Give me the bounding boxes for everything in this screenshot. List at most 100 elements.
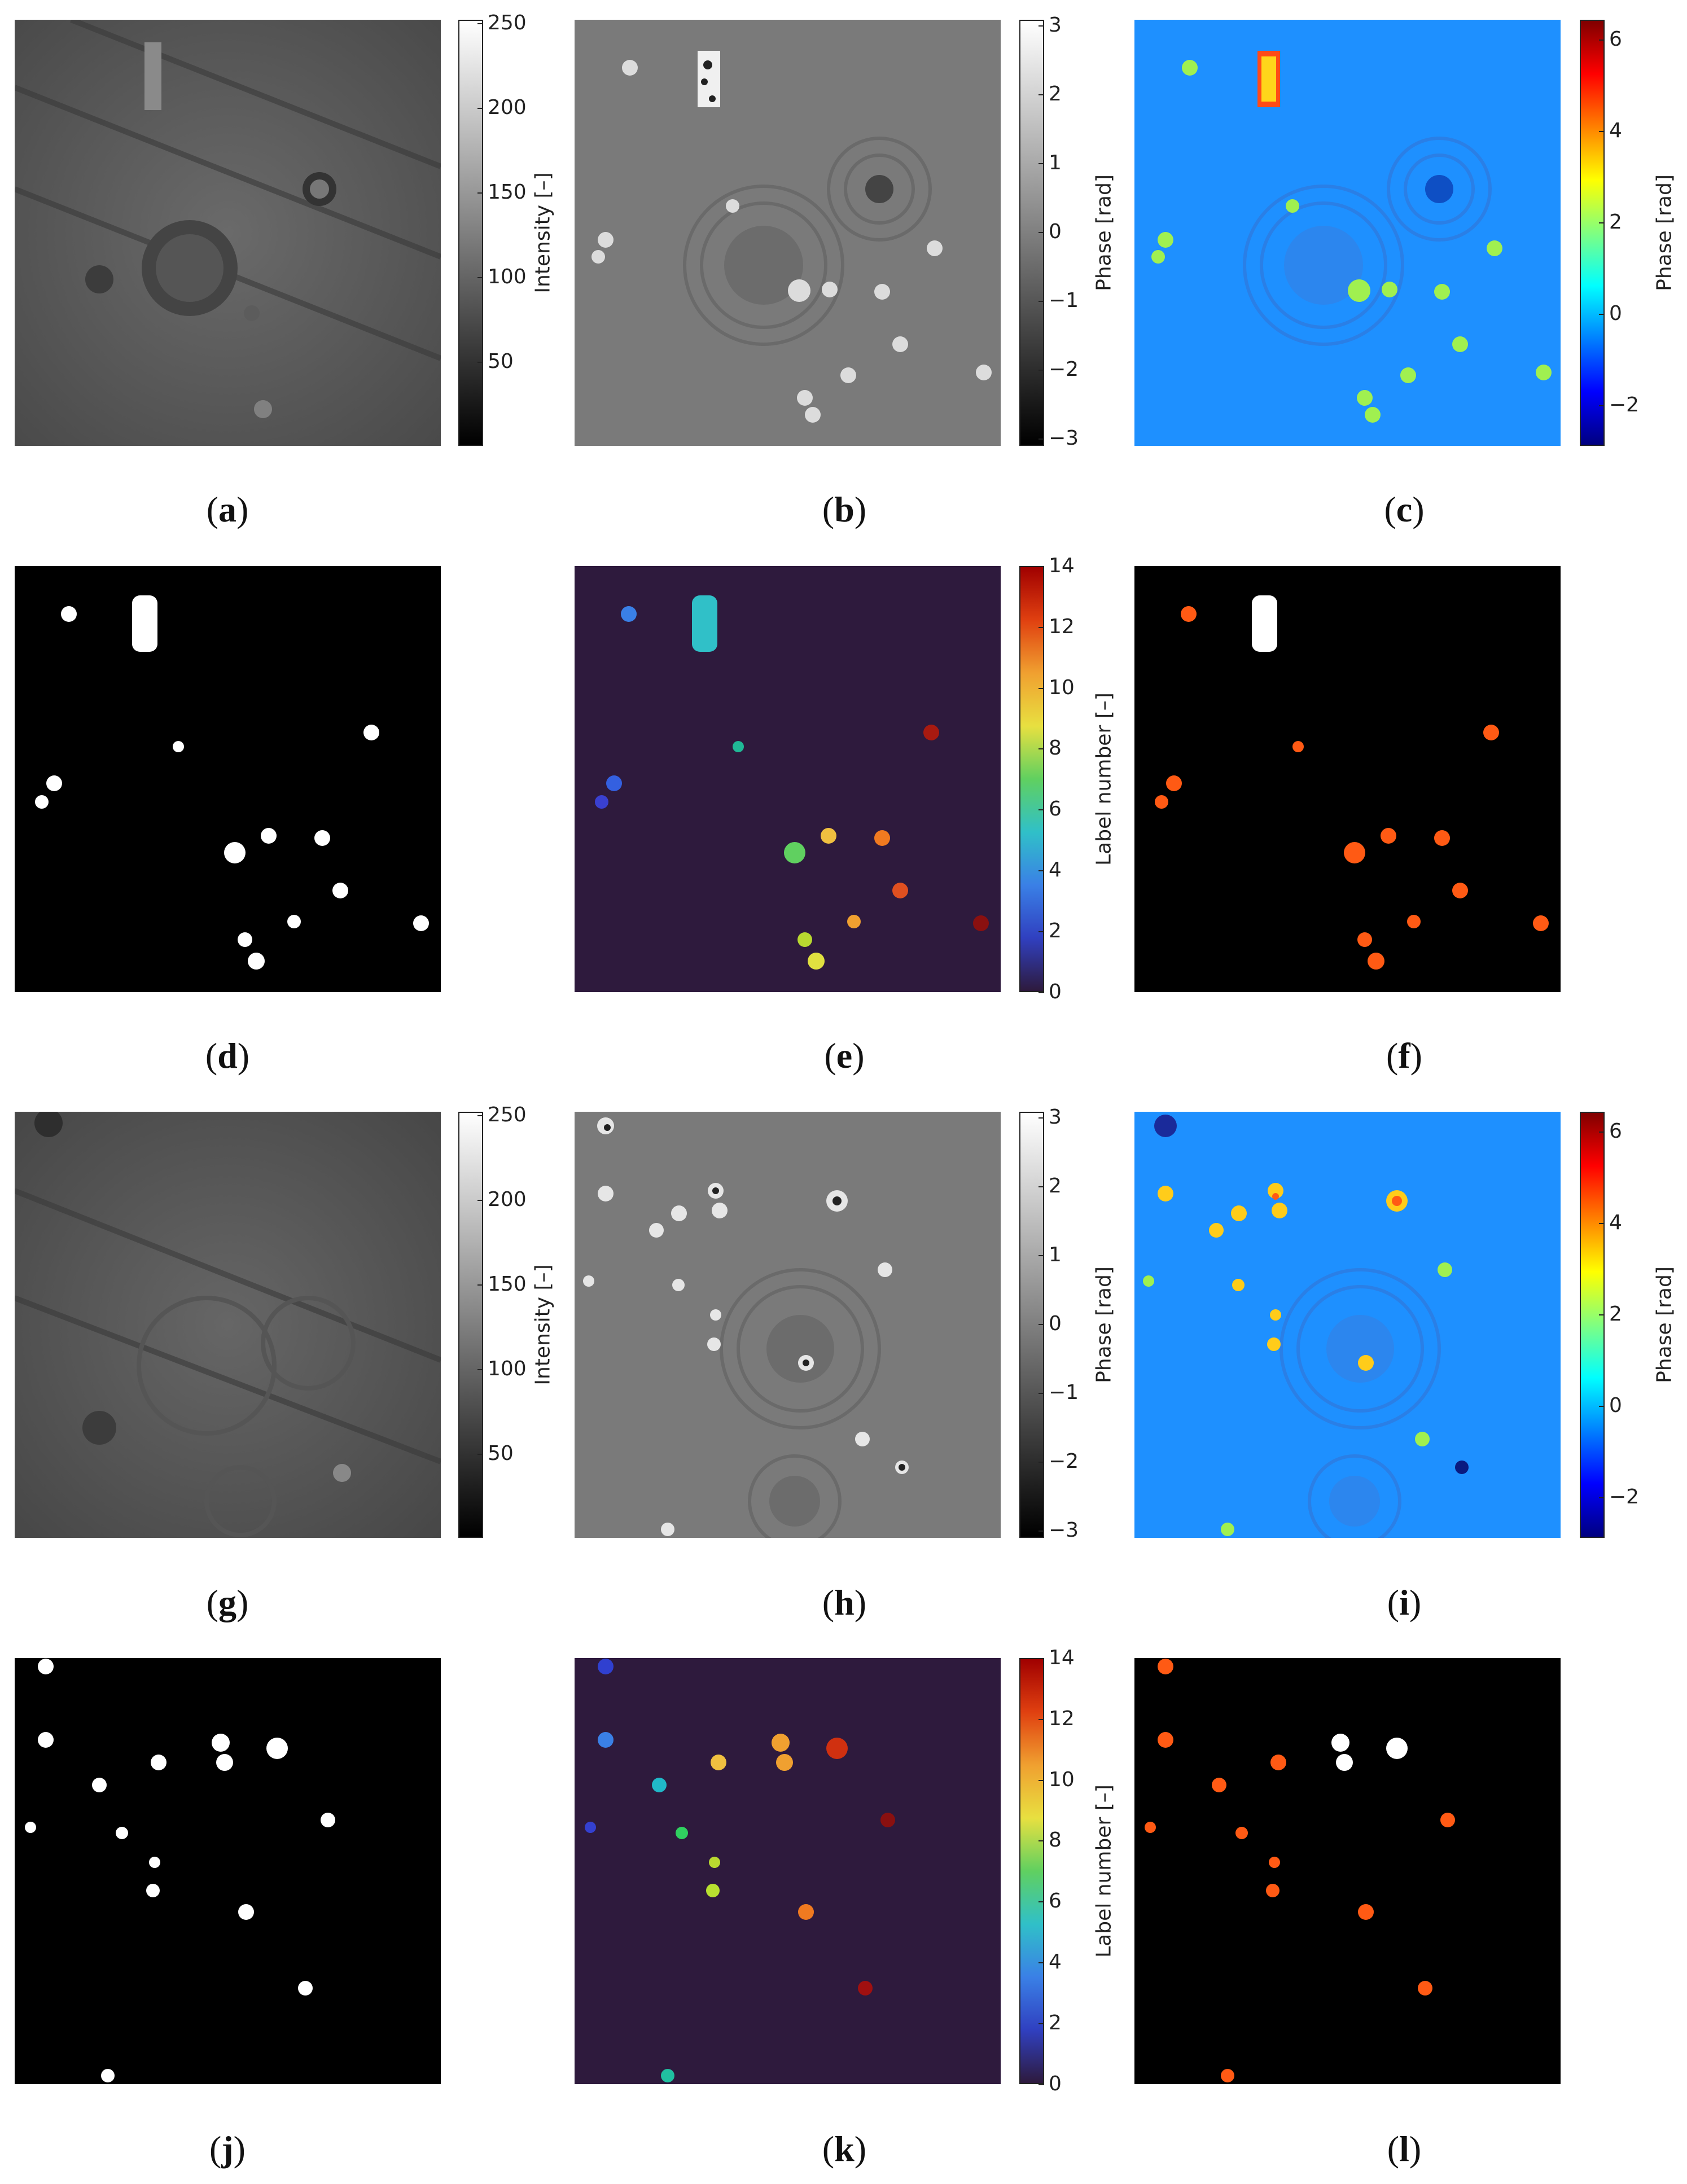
colorbar-tick bbox=[1039, 232, 1044, 233]
colorbar-tick bbox=[1599, 1406, 1605, 1407]
colorbar-tick-label: 2 bbox=[1049, 82, 1062, 106]
colorbar-tick bbox=[1039, 992, 1044, 993]
colorbar-tick-label: −3 bbox=[1049, 427, 1079, 450]
colorbar-tick bbox=[477, 1369, 483, 1370]
colorbar-tick bbox=[1599, 222, 1605, 223]
colorbar-tick-label: 12 bbox=[1049, 1707, 1075, 1730]
colorbar-tick bbox=[1039, 1658, 1044, 1659]
colorbar-tick bbox=[1039, 1117, 1044, 1119]
phase-jet-colorbar-2 bbox=[1580, 1112, 1605, 1538]
panel-e-label-image bbox=[575, 566, 1001, 992]
colorbar-tick-label: 0 bbox=[1049, 2072, 1062, 2095]
colorbar-tick bbox=[1599, 405, 1605, 406]
colorbar-title: Label number [–] bbox=[1092, 692, 1116, 866]
colorbar-tick-label: 10 bbox=[1049, 1768, 1075, 1791]
colorbar-tick bbox=[477, 192, 483, 194]
colorbar-tick bbox=[1039, 748, 1044, 750]
colorbar-tick-label: 14 bbox=[1049, 1646, 1075, 1669]
colorbar-tick bbox=[1039, 626, 1044, 628]
colorbar-title: Phase [rad] bbox=[1092, 1266, 1116, 1383]
panel-h-phase-gray-image bbox=[575, 1112, 1001, 1538]
colorbar-tick bbox=[1039, 1186, 1044, 1187]
colorbar-title: Phase [rad] bbox=[1092, 174, 1116, 291]
colorbar-tick-label: 0 bbox=[1049, 220, 1062, 243]
colorbar-tick-label: 12 bbox=[1049, 615, 1075, 638]
colorbar-tick-label: 100 bbox=[488, 1357, 527, 1380]
colorbar-tick-label: 0 bbox=[1049, 980, 1062, 1003]
panel-c-phase-jet-image bbox=[1134, 20, 1561, 446]
colorbar-tick-label: 150 bbox=[488, 1273, 527, 1296]
label-colorbar bbox=[1019, 566, 1044, 992]
colorbar-tick-label: 200 bbox=[488, 96, 527, 119]
caption-f: (f) bbox=[1386, 1036, 1422, 1076]
colorbar-tick-label: 0 bbox=[1049, 1312, 1062, 1335]
colorbar-tick bbox=[1039, 1393, 1044, 1394]
colorbar-tick bbox=[1599, 1223, 1605, 1224]
colorbar-tick-label: 2 bbox=[1609, 210, 1622, 234]
panel-f-overlay-image bbox=[1134, 566, 1561, 992]
colorbar-tick bbox=[1039, 870, 1044, 871]
colorbar-tick bbox=[477, 1200, 483, 1201]
colorbar-tick-label: 1 bbox=[1049, 1243, 1062, 1266]
caption-c: (c) bbox=[1384, 489, 1425, 529]
caption-j: (j) bbox=[209, 2129, 246, 2169]
colorbar-tick-label: −1 bbox=[1049, 289, 1079, 312]
colorbar-tick-label: 4 bbox=[1609, 119, 1622, 142]
panel-j-binary-mask bbox=[15, 1658, 441, 2084]
colorbar-tick bbox=[1039, 566, 1044, 567]
colorbar-tick bbox=[1039, 94, 1044, 95]
colorbar-tick bbox=[1039, 1324, 1044, 1325]
label-colorbar-2 bbox=[1019, 1658, 1044, 2084]
colorbar-tick bbox=[1039, 1462, 1044, 1463]
colorbar-tick-label: 4 bbox=[1609, 1211, 1622, 1234]
intensity-colorbar-2 bbox=[458, 1112, 483, 1538]
colorbar-tick bbox=[477, 108, 483, 109]
caption-i: (i) bbox=[1387, 1582, 1422, 1622]
colorbar-tick-label: 8 bbox=[1049, 736, 1062, 760]
colorbar-tick-label: 6 bbox=[1609, 1120, 1622, 1143]
colorbar-tick bbox=[1599, 131, 1605, 132]
colorbar-title: Intensity [–] bbox=[531, 172, 555, 293]
colorbar-tick-label: 0 bbox=[1609, 1394, 1622, 1417]
colorbar-tick-label: 6 bbox=[1049, 797, 1062, 821]
colorbar-tick-label: 6 bbox=[1609, 28, 1622, 51]
colorbar-tick-label: 0 bbox=[1609, 302, 1622, 325]
panel-b-phase-gray-image bbox=[575, 20, 1001, 446]
colorbar-tick bbox=[1039, 438, 1044, 440]
colorbar-tick-label: −2 bbox=[1609, 1485, 1640, 1508]
colorbar-tick-label: −2 bbox=[1049, 1450, 1079, 1473]
caption-h: (h) bbox=[822, 1582, 867, 1622]
colorbar-tick-label: 8 bbox=[1049, 1828, 1062, 1852]
colorbar-tick-label: −2 bbox=[1609, 393, 1640, 416]
colorbar-tick bbox=[1039, 687, 1044, 689]
colorbar-tick-label: 14 bbox=[1049, 554, 1075, 577]
colorbar-tick-label: 3 bbox=[1049, 14, 1062, 37]
colorbar-tick bbox=[1039, 931, 1044, 932]
colorbar-tick bbox=[477, 1115, 483, 1116]
colorbar-tick-label: −2 bbox=[1049, 358, 1079, 381]
colorbar-tick-label: 100 bbox=[488, 265, 527, 288]
colorbar-tick bbox=[1599, 314, 1605, 315]
colorbar-tick-label: −3 bbox=[1049, 1519, 1079, 1542]
colorbar-tick bbox=[1039, 1718, 1044, 1720]
caption-d: (d) bbox=[205, 1036, 250, 1076]
colorbar-tick bbox=[1039, 809, 1044, 811]
colorbar-tick bbox=[1039, 370, 1044, 371]
caption-e: (e) bbox=[824, 1036, 865, 1076]
panel-d-binary-mask bbox=[15, 566, 441, 992]
colorbar-tick-label: 3 bbox=[1049, 1106, 1062, 1129]
caption-k: (k) bbox=[822, 2129, 867, 2169]
colorbar-tick bbox=[477, 1284, 483, 1286]
colorbar-tick-label: 2 bbox=[1049, 919, 1062, 942]
colorbar-tick bbox=[477, 23, 483, 24]
colorbar-tick-label: 250 bbox=[488, 11, 527, 34]
panel-a-intensity-image bbox=[15, 20, 441, 446]
colorbar-tick bbox=[1039, 163, 1044, 164]
colorbar-tick bbox=[1039, 25, 1044, 27]
colorbar-tick-label: 4 bbox=[1049, 1950, 1062, 1974]
colorbar-tick-label: 6 bbox=[1049, 1889, 1062, 1913]
panel-l-overlay-image bbox=[1134, 1658, 1561, 2084]
colorbar-tick-label: 150 bbox=[488, 181, 527, 204]
colorbar-tick-label: −1 bbox=[1049, 1381, 1079, 1404]
colorbar-tick-label: 10 bbox=[1049, 676, 1075, 699]
